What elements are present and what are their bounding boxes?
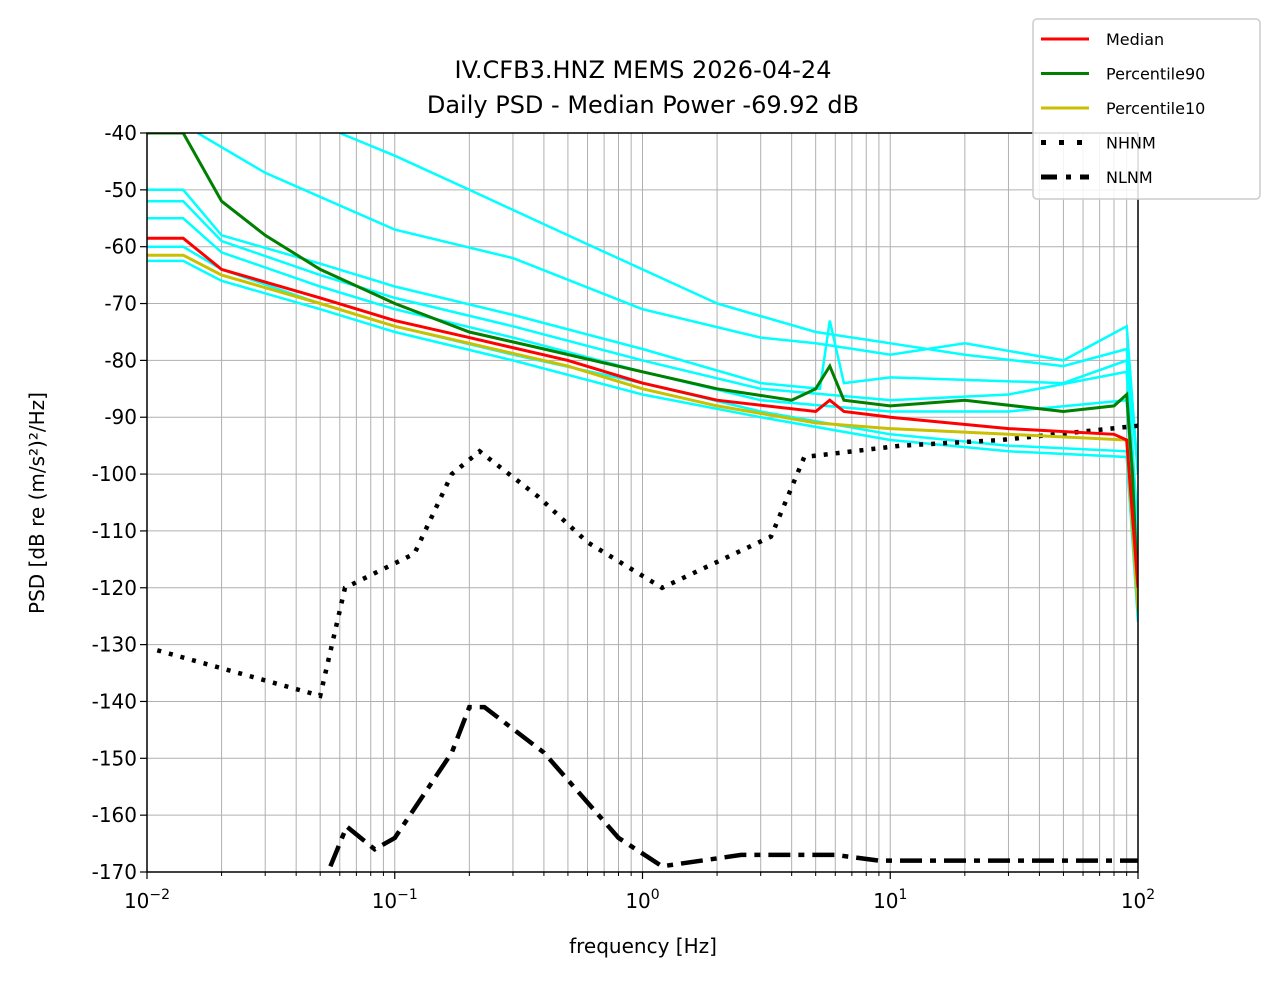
hourly-psd-line bbox=[147, 217, 1138, 577]
y-tick-label: -80 bbox=[104, 348, 137, 372]
y-tick-label: -130 bbox=[92, 633, 137, 657]
legend-label: NLNM bbox=[1106, 168, 1153, 187]
nhnm-line bbox=[156, 423, 1138, 699]
x-tick-label: 101 bbox=[873, 887, 907, 913]
y-tick-label: -90 bbox=[104, 405, 137, 429]
x-tick-label: 102 bbox=[1121, 887, 1155, 913]
x-tick-label: 10−1 bbox=[372, 887, 418, 913]
percentile10-line bbox=[147, 253, 1138, 611]
x-tick-label: 10−2 bbox=[124, 887, 170, 913]
y-tick-label: -60 bbox=[104, 235, 137, 259]
hourly-psd-line bbox=[147, 259, 1138, 622]
hourly-psd-line bbox=[147, 199, 1138, 560]
y-tick-label: -70 bbox=[104, 292, 137, 316]
y-tick-label: -100 bbox=[92, 462, 137, 486]
hourly-psd-line bbox=[196, 133, 1138, 475]
y-tick-label: -170 bbox=[92, 860, 137, 884]
legend-box bbox=[1032, 18, 1261, 200]
x-axis-label: frequency [Hz] bbox=[569, 934, 717, 958]
y-tick-label: -110 bbox=[92, 519, 137, 543]
y-axis-label: PSD [dB re (m/s²)²/Hz] bbox=[25, 392, 49, 614]
legend-label: NHNM bbox=[1106, 134, 1156, 153]
legend-label: Median bbox=[1106, 30, 1164, 49]
axis-ticks: 10−2 10−1 100 101 102 -40 -50 -60 -70 -80 -90 -100 -… bbox=[92, 121, 1156, 913]
legend: Median Percentile90 Percentile10 NHNM NLNM bbox=[1032, 18, 1261, 200]
plot-lines bbox=[147, 133, 1138, 869]
median-line bbox=[147, 236, 1138, 588]
chart-subtitle: Daily PSD - Median Power -69.92 dB bbox=[427, 91, 859, 119]
nlnm-line bbox=[328, 704, 1138, 869]
y-tick-label: -120 bbox=[92, 576, 137, 600]
chart-title: IV.CFB3.HNZ MEMS 2026-04-24 bbox=[455, 56, 832, 84]
hourly-psd-line bbox=[147, 188, 1138, 531]
y-tick-label: -150 bbox=[92, 746, 137, 770]
grid bbox=[146, 132, 1138, 873]
y-tick-label: -50 bbox=[104, 178, 137, 202]
hourly-psd-line bbox=[339, 133, 1138, 475]
y-tick-label: -40 bbox=[104, 121, 137, 145]
y-tick-label: -160 bbox=[92, 803, 137, 827]
y-tick-label: -140 bbox=[92, 689, 137, 713]
x-tick-label: 100 bbox=[625, 887, 659, 913]
legend-label: Percentile10 bbox=[1106, 99, 1205, 118]
legend-label: Percentile90 bbox=[1106, 65, 1205, 84]
percentile90-line bbox=[147, 133, 1138, 600]
